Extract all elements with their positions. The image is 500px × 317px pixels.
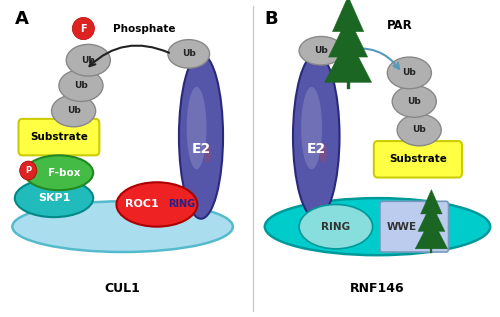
Ellipse shape (299, 204, 372, 249)
Text: RNF146: RNF146 (350, 282, 405, 295)
Text: A: A (15, 10, 28, 28)
Ellipse shape (116, 182, 198, 227)
Text: Ub: Ub (314, 46, 328, 55)
Ellipse shape (59, 70, 103, 101)
Text: Substrate: Substrate (389, 154, 447, 164)
Polygon shape (324, 37, 372, 82)
Text: Ub: Ub (66, 107, 80, 115)
Ellipse shape (320, 143, 326, 163)
Text: E2: E2 (192, 142, 210, 156)
Ellipse shape (186, 87, 206, 169)
Ellipse shape (392, 86, 436, 117)
Ellipse shape (24, 155, 93, 190)
Text: Ub: Ub (74, 81, 88, 90)
Text: SKP1: SKP1 (38, 193, 70, 203)
Ellipse shape (12, 201, 233, 252)
Ellipse shape (20, 161, 37, 180)
Ellipse shape (299, 36, 343, 65)
Text: P: P (25, 166, 32, 175)
Polygon shape (420, 190, 442, 214)
Text: RING: RING (168, 199, 195, 210)
Polygon shape (418, 204, 445, 231)
Polygon shape (332, 0, 364, 32)
Ellipse shape (52, 95, 96, 127)
Ellipse shape (168, 40, 209, 68)
FancyBboxPatch shape (374, 141, 462, 178)
Text: Substrate: Substrate (30, 132, 88, 142)
Text: Ub: Ub (408, 97, 421, 106)
Ellipse shape (66, 44, 110, 76)
Text: B: B (265, 10, 278, 28)
Ellipse shape (204, 143, 211, 163)
FancyBboxPatch shape (18, 119, 100, 155)
Text: Phosphate: Phosphate (113, 23, 176, 34)
Text: F: F (80, 23, 86, 34)
Text: Ub: Ub (412, 126, 426, 134)
Text: ROC1: ROC1 (126, 199, 159, 210)
Ellipse shape (388, 57, 432, 89)
Text: PAR: PAR (388, 19, 413, 32)
Text: RING: RING (322, 222, 350, 232)
Ellipse shape (301, 87, 322, 169)
Ellipse shape (15, 179, 93, 217)
Ellipse shape (72, 17, 94, 40)
Ellipse shape (265, 198, 490, 255)
Ellipse shape (397, 114, 441, 146)
Text: Ub: Ub (402, 68, 416, 77)
Text: F-box: F-box (48, 168, 80, 178)
Ellipse shape (293, 54, 340, 219)
Polygon shape (415, 217, 448, 249)
FancyBboxPatch shape (380, 201, 448, 252)
Text: WWE: WWE (387, 222, 417, 232)
Text: E2: E2 (306, 142, 326, 156)
Text: CUL1: CUL1 (104, 282, 141, 295)
Ellipse shape (179, 54, 223, 219)
Text: Ub: Ub (182, 49, 196, 58)
Polygon shape (328, 16, 368, 57)
Text: Ub: Ub (82, 56, 95, 65)
